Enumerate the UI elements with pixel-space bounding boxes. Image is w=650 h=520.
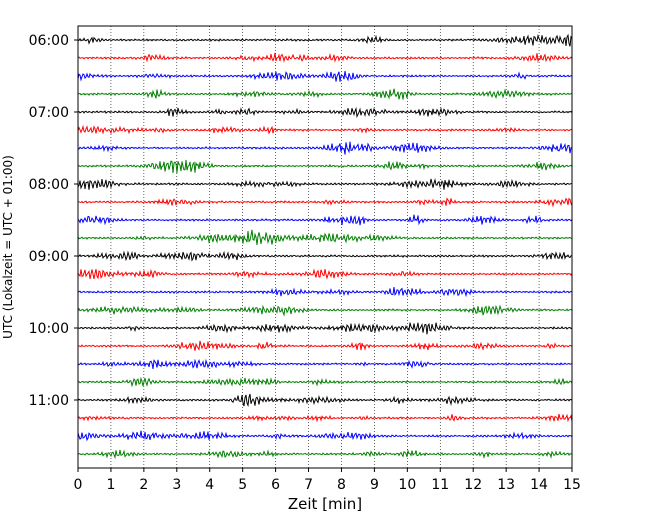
seismic-trace bbox=[77, 304, 573, 317]
x-tick-label: 5 bbox=[238, 477, 247, 493]
seismic-trace bbox=[77, 376, 573, 388]
x-tick-label: 10 bbox=[398, 477, 416, 493]
x-tick-label: 15 bbox=[563, 477, 581, 493]
seismic-trace bbox=[77, 33, 573, 47]
y-tick-label: 07:00 bbox=[29, 105, 69, 121]
seismic-trace bbox=[77, 250, 573, 262]
plot-background bbox=[78, 26, 572, 468]
y-axis-label: UTC (Lokalzeit = UTC + 01:00) bbox=[1, 155, 15, 339]
seismic-trace bbox=[77, 88, 573, 100]
seismic-trace bbox=[77, 287, 573, 298]
seismic-trace bbox=[77, 340, 573, 351]
y-tick-label: 06:00 bbox=[29, 33, 69, 49]
seismic-trace bbox=[77, 393, 573, 408]
seismic-trace bbox=[77, 52, 573, 63]
seismic-trace bbox=[77, 141, 573, 155]
x-tick-label: 7 bbox=[304, 477, 313, 493]
x-axis-label: Zeit [min] bbox=[288, 495, 362, 513]
seismic-trace bbox=[77, 430, 573, 442]
seismic-trace bbox=[77, 214, 573, 226]
seismic-traces bbox=[77, 33, 573, 460]
x-tick-label: 8 bbox=[337, 477, 346, 493]
x-tick-label: 13 bbox=[497, 477, 515, 493]
x-tick-label: 3 bbox=[172, 477, 181, 493]
seismic-trace bbox=[77, 70, 573, 82]
x-tick-label: 9 bbox=[370, 477, 379, 493]
seismic-trace bbox=[77, 124, 573, 135]
seismic-trace bbox=[77, 178, 573, 190]
seismic-trace bbox=[77, 358, 573, 369]
seismic-trace bbox=[77, 268, 573, 280]
seismic-trace bbox=[77, 449, 573, 460]
plot-frame bbox=[77, 25, 573, 469]
seismic-trace bbox=[77, 106, 573, 119]
x-tick-label: 6 bbox=[271, 477, 280, 493]
y-axis-ticks: 06:00 07:00 08:00 09:00 10:00 11:00 bbox=[29, 33, 78, 409]
x-tick-label: 0 bbox=[74, 477, 83, 493]
x-tick-label: 14 bbox=[530, 477, 548, 493]
seismic-trace bbox=[77, 197, 573, 208]
y-tick-label: 09:00 bbox=[29, 249, 69, 265]
x-axis-ticks: 0 1 2 3 4 5 6 7 8 9 10 11 12 13 14 15 bbox=[74, 468, 581, 493]
y-tick-label: 08:00 bbox=[29, 177, 69, 193]
seismic-trace bbox=[77, 229, 573, 246]
y-tick-label: 11:00 bbox=[29, 393, 69, 409]
x-tick-label: 2 bbox=[139, 477, 148, 493]
x-tick-label: 11 bbox=[431, 477, 449, 493]
x-tick-label: 4 bbox=[205, 477, 214, 493]
x-tick-label: 12 bbox=[464, 477, 482, 493]
x-tick-label: 1 bbox=[106, 477, 115, 493]
seismic-trace bbox=[77, 413, 573, 423]
seismic-trace bbox=[77, 159, 573, 174]
y-tick-label: 10:00 bbox=[29, 321, 69, 337]
seismic-trace bbox=[77, 322, 573, 335]
